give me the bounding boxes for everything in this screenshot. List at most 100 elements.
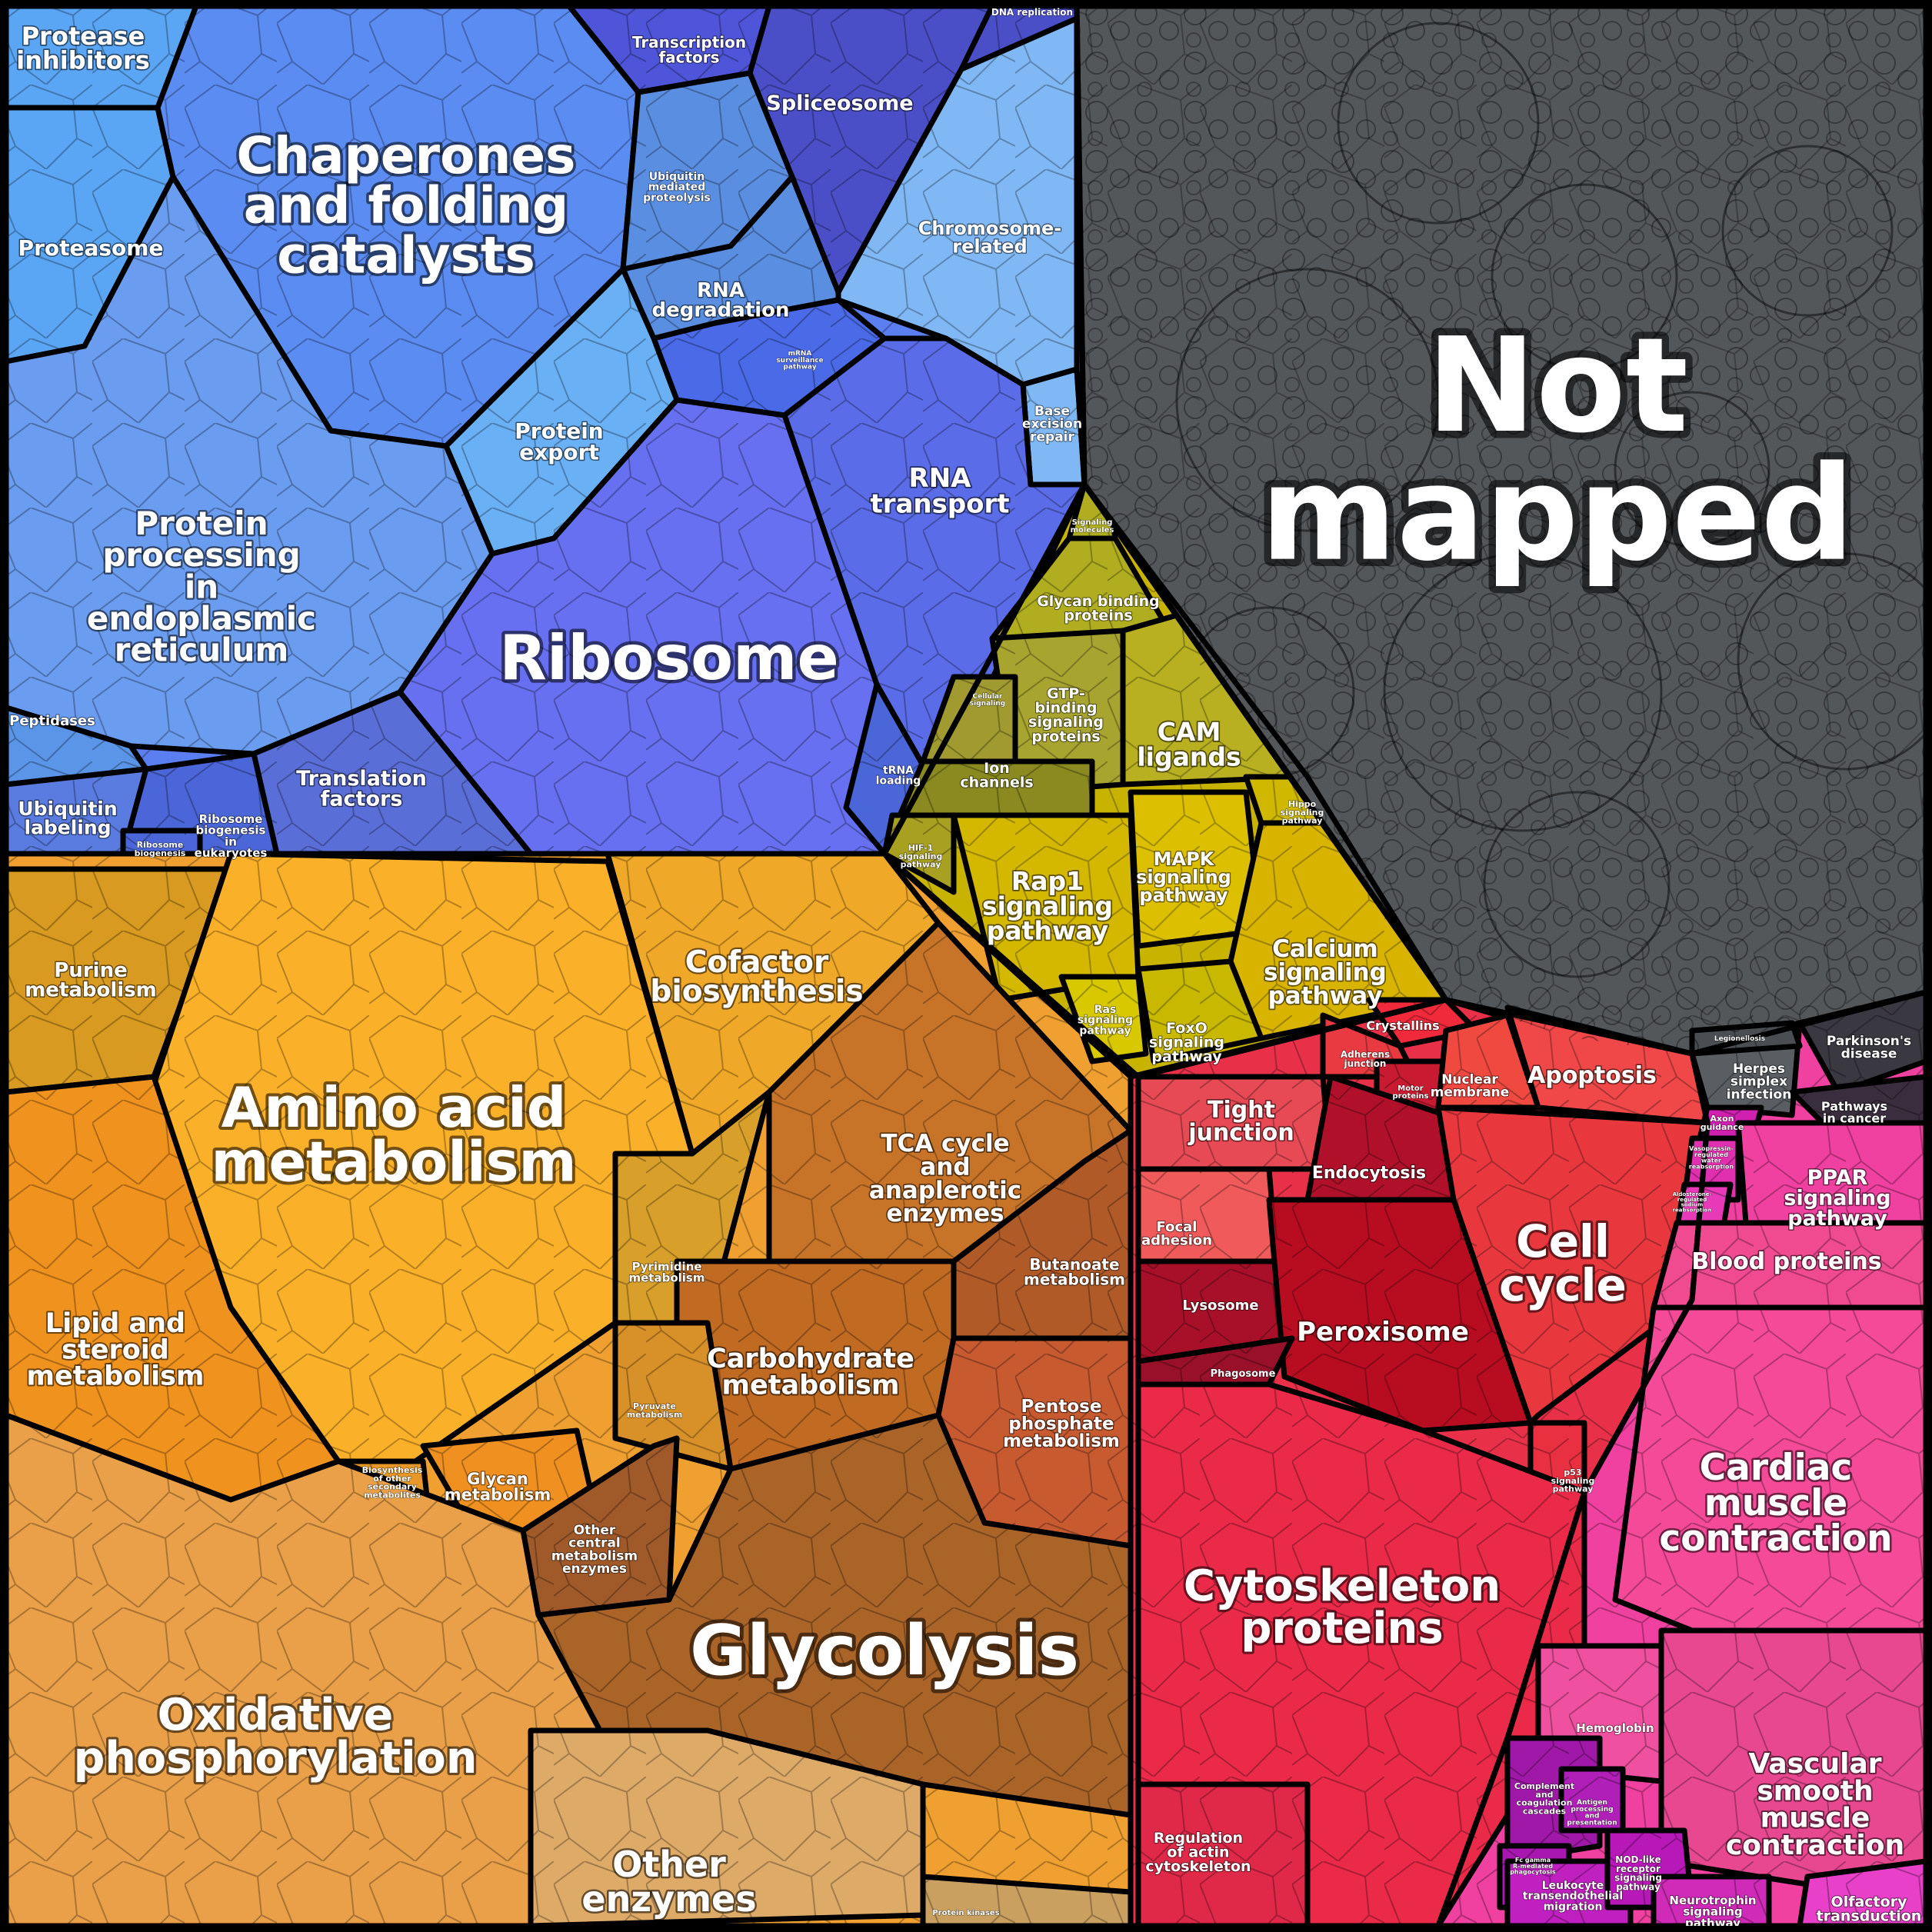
label-line: Ribosome [499,622,838,694]
label-line: Parkinson's [1827,1034,1911,1049]
label-protein-processing: Protein processing in endoplasmic reticulum [87,505,316,669]
label-ppar: PPAR signaling pathway [1784,1166,1890,1231]
label-line: Other [574,1523,616,1538]
label-adherens: Adherens junction [1341,1049,1390,1069]
label-apoptosis: Apoptosis [1527,1062,1657,1089]
label-cellular-signaling: Cellular signaling [970,693,1005,708]
label-cardiac: Cardiac muscle contraction [1659,1447,1892,1560]
label-protein-kinases: Protein kinases [932,1909,999,1917]
label-line: Pentose [1021,1397,1102,1417]
label-line: Vasopressin- [1689,1145,1734,1152]
label-line: signaling [1078,1014,1133,1027]
label-line: binding [1035,700,1098,717]
label-line: signaling [899,851,943,861]
label-line: signaling [1264,958,1387,986]
label-line: Crystallins [1366,1018,1439,1033]
label-line: signaling [1551,1476,1595,1486]
label-line: Phagosome [1211,1368,1276,1380]
label-line: Cofactor [685,945,829,980]
label-line: Apoptosis [1527,1062,1657,1089]
label-line: adhesion [1141,1233,1212,1249]
label-line: Blood proteins [1691,1248,1881,1275]
label-line: pathway [1139,884,1228,906]
label-line: Vascular [1749,1748,1882,1780]
label-line: signaling [1784,1186,1890,1210]
label-line: Lipid and [45,1308,185,1339]
label-line: Signaling [1072,518,1113,527]
label-line: proteins [1392,1092,1428,1101]
label-pentose: Pentose phosphate metabolism [1003,1397,1120,1451]
label-glycan-metabolism: Glycan metabolism [445,1470,551,1504]
label-line: pathway [1616,1881,1661,1892]
label-line: Pyrimidine [631,1260,701,1274]
label-line: junction [1344,1058,1387,1069]
label-line: Transcription [632,33,746,52]
label-p53: p53 signaling pathway [1551,1467,1595,1494]
label-line: junction [1188,1119,1294,1146]
label-line: metabolism [211,1130,576,1194]
label-line: Fc gamma [1515,1857,1551,1864]
label-line: Base [1034,404,1070,419]
label-line: Proteasome [18,235,164,261]
label-line: catalysts [277,225,535,285]
label-secondary-metabolites: Biosynthesis of other secondary metabolites [362,1465,423,1500]
label-oxidative: Oxidative phosphorylation [74,1690,478,1784]
label-line: Hippo [1288,799,1317,809]
label-line: loading [876,775,921,788]
label-line: reabsorption [1689,1164,1734,1171]
label-line: Carbohydrate [707,1344,914,1374]
label-line: signaling [1281,808,1324,818]
label-butanoate: Butanoate metabolism [1024,1255,1125,1289]
label-line: metabolism [25,978,157,1001]
label-line: smooth [1757,1775,1873,1807]
label-line: metabolism [1003,1431,1120,1451]
label-legionellosis: Legionellosis [1714,1035,1765,1043]
label-pyrimidine: Pyrimidine metabolism [629,1260,705,1285]
label-line: transport [870,488,1009,519]
label-chaperones: Chaperones and folding catalysts [237,126,576,285]
label-ribosome-biogenesis-euk: Ribosome biogenesis in eukaryotes [195,812,268,860]
label-line: GTP- [1047,685,1085,702]
label-line: Protein [515,418,603,444]
label-line: pathway [783,364,816,371]
label-line: Cytoskeleton [1184,1561,1501,1611]
label-line: of other [373,1474,411,1484]
label-line: mediated [648,182,706,194]
label-line: Peptidases [9,713,95,729]
label-line: pathway [1151,1048,1222,1065]
label-leukocyte: Leukocyte transendothelial migration [1523,1880,1623,1913]
label-line: repair [1030,429,1074,445]
label-parkinsons: Parkinson's disease [1827,1034,1911,1062]
label-line: metabolism [722,1370,900,1401]
label-line: mRNA [788,350,812,358]
label-line: p53 [1564,1467,1581,1477]
label-line: Biosynthesis [362,1465,423,1475]
label-line: signaling [970,700,1005,708]
label-glycan-binding: Glycan binding proteins [1037,593,1160,625]
label-line: presentation [1567,1819,1617,1827]
label-line: Protein kinases [932,1909,999,1917]
label-aldosterone: Aldosterone-regulated sodium reabsorption [1673,1191,1712,1214]
label-line: Motor [1397,1084,1423,1093]
label-line: related [952,236,1027,258]
label-line: Rap1 [1011,866,1084,896]
label-mapk: MAPK signaling pathway [1136,848,1231,906]
label-line: export [519,439,599,465]
label-cofactor: Cofactor biosynthesis [650,945,863,1009]
label-line: Legionellosis [1714,1035,1765,1043]
label-line: signaling [1028,714,1104,731]
label-line: and [1535,1790,1553,1800]
label-line: pathway [1553,1484,1594,1494]
label-line: signaling [1683,1905,1742,1919]
label-line: NOD-like [1615,1854,1661,1865]
label-ubiquitin-mediated: Ubiquitin mediated proteolysis [643,171,711,204]
label-line: biosynthesis [650,974,863,1009]
label-fc-gamma: Fc gamma R-mediated phagocytosis [1510,1857,1556,1876]
label-line: mapped [1261,438,1854,591]
label-line: Aldosterone- [1673,1191,1712,1198]
label-transcription-factors: Transcription factors [632,33,746,67]
label-axon-guidance: Axon guidance [1700,1114,1744,1132]
label-line: molecules [1071,526,1114,535]
label-protein-export: Protein export [515,418,603,465]
label-line: excision [1022,417,1082,432]
